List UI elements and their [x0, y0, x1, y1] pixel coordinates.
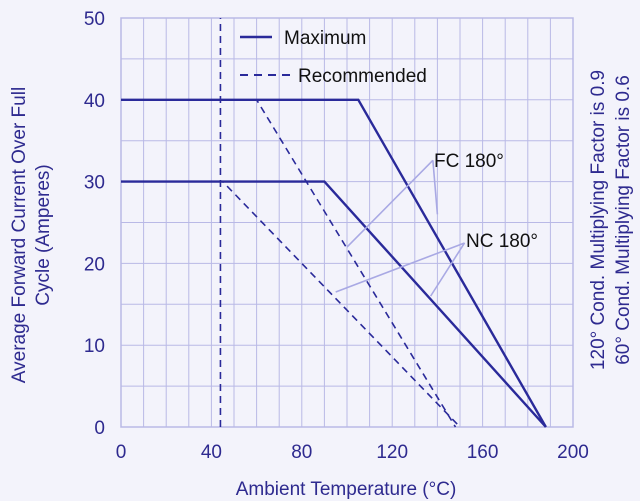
y-tick-label: 0 [94, 418, 105, 439]
legend-label-recommended: Recommended [298, 66, 427, 87]
right-label-120-cond: 120° Cond. Multiplying Factor is 0.9 [588, 70, 609, 370]
right-label-60-cond: 60° Cond. Multiplying Factor is 0.6 [613, 75, 634, 365]
legend-label-maximum: Maximum [284, 28, 366, 49]
y-tick-label: 50 [84, 9, 105, 30]
x-tick-label: 120 [376, 442, 408, 463]
maximum-line-0 [121, 98, 547, 428]
annotation-fc180: FC 180° [434, 151, 504, 172]
y-tick-label: 20 [84, 254, 105, 275]
legend: Maximum Recommended [240, 28, 427, 87]
recommended-line-3 [121, 180, 461, 428]
annotation-leader-0-0 [346, 159, 434, 248]
y-tick-label: 10 [84, 336, 105, 357]
recommended-line-2 [121, 99, 457, 428]
y-tick-label: 30 [84, 173, 105, 194]
x-axis-title: Ambient Temperature (°C) [236, 479, 457, 500]
y-tick-label: 40 [84, 91, 105, 112]
annotation-leader-0-1 [432, 160, 439, 215]
x-tick-label: 40 [201, 442, 222, 463]
y-axis-title-line1: Average Forward Current Over Full [9, 87, 30, 383]
x-tick-label: 200 [557, 442, 589, 463]
annotation-leaders [335, 159, 466, 297]
x-tick-label: 160 [467, 442, 499, 463]
series-lines [121, 18, 547, 428]
y-axis-title-line2: Cycle (Amperes) [33, 164, 54, 305]
maximum-line-1 [121, 180, 547, 428]
annotation-nc180: NC 180° [466, 231, 538, 252]
annotation-leader-1-1 [429, 242, 466, 297]
grid [120, 17, 574, 428]
x-tick-label: 0 [116, 442, 127, 463]
x-tick-label: 80 [291, 442, 312, 463]
tick-labels: 0 40 80 120 160 200 0 10 20 30 40 50 [84, 9, 589, 463]
annotation-leader-1-0 [335, 242, 465, 293]
plot-frame [120, 17, 574, 428]
